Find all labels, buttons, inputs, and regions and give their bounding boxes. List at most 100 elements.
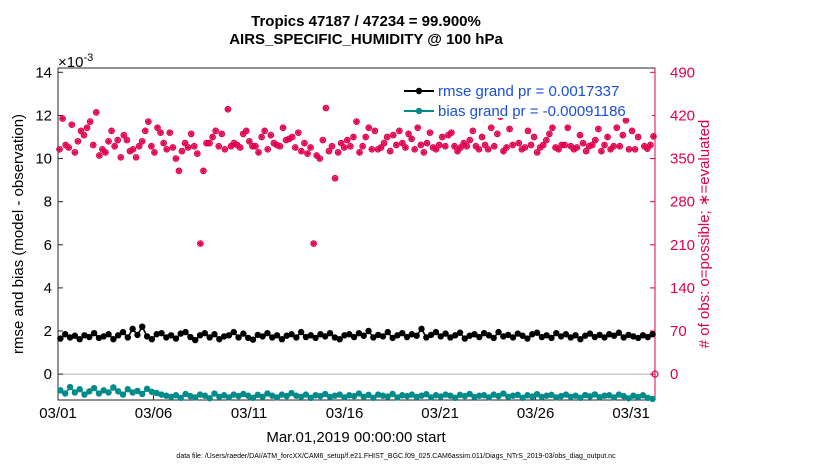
rmse-point — [389, 334, 396, 342]
obs-point — [432, 145, 440, 153]
rmse-point — [95, 334, 103, 342]
obs-marker-circle — [426, 129, 434, 137]
obs-marker-circle — [579, 139, 587, 147]
obs-point — [647, 141, 654, 149]
bias-point — [562, 391, 570, 398]
obs-marker-star — [620, 132, 626, 138]
rmse-point — [394, 332, 401, 339]
obs-point — [392, 141, 400, 149]
obs-marker-star — [427, 130, 433, 135]
obs-point — [417, 141, 425, 149]
rmse-point — [148, 336, 156, 343]
bias-point — [418, 392, 425, 399]
obs-marker-circle — [598, 147, 605, 155]
obs-point — [322, 104, 330, 112]
obs-point — [169, 144, 177, 151]
obs-marker-star — [94, 110, 99, 115]
obs-marker-circle — [252, 142, 259, 150]
obs-marker-star — [516, 140, 521, 146]
obs-point — [102, 149, 109, 156]
rmse-point — [216, 336, 223, 343]
chart-subtitle: AIRS_SPECIFIC_HUMIDITY @ 100 hPa — [229, 31, 503, 48]
obs-marker-star — [433, 147, 439, 152]
x-tick-label: 03/31 — [612, 405, 650, 422]
obs-point — [631, 145, 639, 153]
y-tick-label: 4 — [44, 280, 52, 297]
obs-marker-star — [443, 144, 448, 149]
rmse-point — [557, 333, 565, 340]
rmse-point — [490, 334, 497, 342]
obs-marker-star — [403, 145, 408, 150]
obs-point — [138, 137, 146, 145]
rmse-point — [134, 331, 141, 339]
rmse-point — [374, 331, 382, 339]
bias-point — [413, 393, 420, 401]
bias-point — [379, 392, 387, 399]
obs-marker-star — [265, 147, 270, 152]
obs-marker-star — [143, 128, 148, 134]
bias-point — [331, 392, 339, 399]
obs-point — [634, 133, 642, 141]
obs-marker-circle — [141, 127, 149, 135]
obs-point — [490, 142, 498, 150]
bias-point — [288, 389, 295, 397]
obs-point — [604, 133, 611, 141]
y2-tick-label: 420 — [670, 107, 695, 124]
obs-point — [316, 155, 324, 162]
bias-point — [504, 393, 512, 400]
obs-marker-circle — [582, 147, 590, 155]
obs-marker-circle — [65, 144, 73, 151]
obs-marker-star — [277, 144, 283, 149]
obs-marker-star — [577, 132, 583, 138]
rmse-point — [114, 332, 122, 339]
rmse-point — [379, 333, 387, 340]
obs-marker-star — [360, 144, 365, 149]
bias-point — [312, 392, 319, 399]
obs-point — [579, 139, 587, 147]
rmse-point — [57, 335, 64, 342]
rmse-point — [413, 332, 420, 339]
obs-marker-star — [510, 142, 515, 148]
bias-point — [153, 389, 160, 397]
obs-marker-star — [75, 139, 81, 144]
bias-point — [557, 392, 565, 400]
rmse-point — [403, 333, 411, 341]
rmse-point — [288, 331, 295, 338]
obs-point — [478, 133, 486, 141]
obs-point — [77, 127, 85, 135]
obs-marker-circle — [68, 121, 76, 129]
bias-point — [625, 395, 632, 402]
obs-marker-circle — [561, 141, 569, 149]
obs-marker-star — [231, 140, 237, 146]
obs-marker-star — [115, 137, 120, 143]
obs-marker-circle — [506, 125, 513, 133]
obs-marker-star — [326, 148, 332, 154]
obs-point — [328, 142, 336, 150]
series-layer — [56, 100, 659, 403]
rmse-point — [461, 335, 469, 342]
rmse-point — [601, 334, 608, 341]
y-tick-label: 6 — [44, 237, 52, 254]
obs-marker-circle — [166, 129, 174, 137]
obs-point — [319, 136, 327, 144]
obs-marker-star — [363, 134, 368, 140]
rmse-point — [244, 334, 252, 342]
obs-point — [129, 145, 137, 153]
obs-point — [610, 142, 618, 150]
obs-marker-star — [207, 140, 212, 146]
obs-point — [389, 131, 397, 139]
obs-marker-circle — [650, 133, 657, 140]
obs-point — [475, 145, 483, 153]
bias-point — [100, 387, 107, 394]
obs-marker-star — [547, 131, 552, 137]
obs-marker-circle — [490, 142, 498, 150]
obs-marker-circle — [438, 133, 446, 141]
obs-marker-star — [286, 136, 292, 142]
obs-marker-star — [198, 241, 203, 246]
obs-point — [408, 135, 415, 143]
obs-point — [411, 145, 419, 153]
obs-point — [515, 139, 523, 147]
obs-marker-star — [525, 128, 531, 134]
obs-marker-star — [213, 128, 218, 134]
obs-marker-star — [473, 144, 479, 149]
